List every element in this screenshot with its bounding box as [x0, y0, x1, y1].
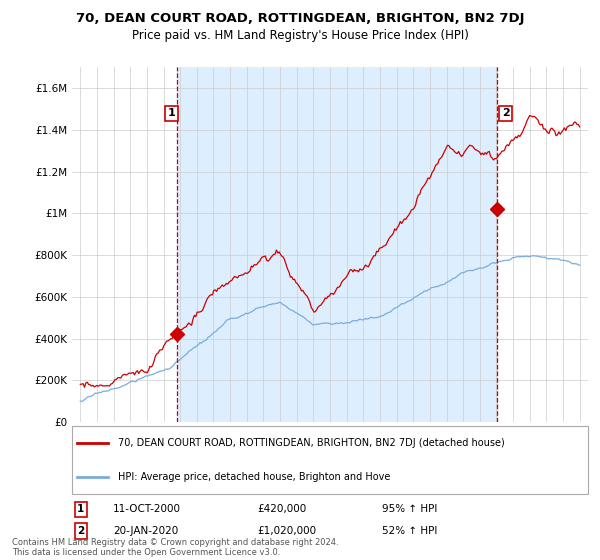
- Text: 1: 1: [167, 108, 175, 118]
- Text: Price paid vs. HM Land Registry's House Price Index (HPI): Price paid vs. HM Land Registry's House …: [131, 29, 469, 42]
- Text: 1: 1: [77, 504, 85, 514]
- Text: 20-JAN-2020: 20-JAN-2020: [113, 526, 179, 536]
- Text: 70, DEAN COURT ROAD, ROTTINGDEAN, BRIGHTON, BN2 7DJ (detached house): 70, DEAN COURT ROAD, ROTTINGDEAN, BRIGHT…: [118, 438, 505, 449]
- Text: HPI: Average price, detached house, Brighton and Hove: HPI: Average price, detached house, Brig…: [118, 472, 391, 482]
- Text: 52% ↑ HPI: 52% ↑ HPI: [382, 526, 437, 536]
- Text: 95% ↑ HPI: 95% ↑ HPI: [382, 504, 437, 514]
- Bar: [176, 67, 497, 422]
- Text: £420,000: £420,000: [258, 504, 307, 514]
- Text: 11-OCT-2000: 11-OCT-2000: [113, 504, 181, 514]
- Text: 2: 2: [502, 108, 509, 118]
- FancyBboxPatch shape: [72, 426, 588, 494]
- Text: £1,020,000: £1,020,000: [258, 526, 317, 536]
- Text: 70, DEAN COURT ROAD, ROTTINGDEAN, BRIGHTON, BN2 7DJ: 70, DEAN COURT ROAD, ROTTINGDEAN, BRIGHT…: [76, 12, 524, 25]
- Text: Contains HM Land Registry data © Crown copyright and database right 2024.
This d: Contains HM Land Registry data © Crown c…: [12, 538, 338, 557]
- Text: 2: 2: [77, 526, 85, 536]
